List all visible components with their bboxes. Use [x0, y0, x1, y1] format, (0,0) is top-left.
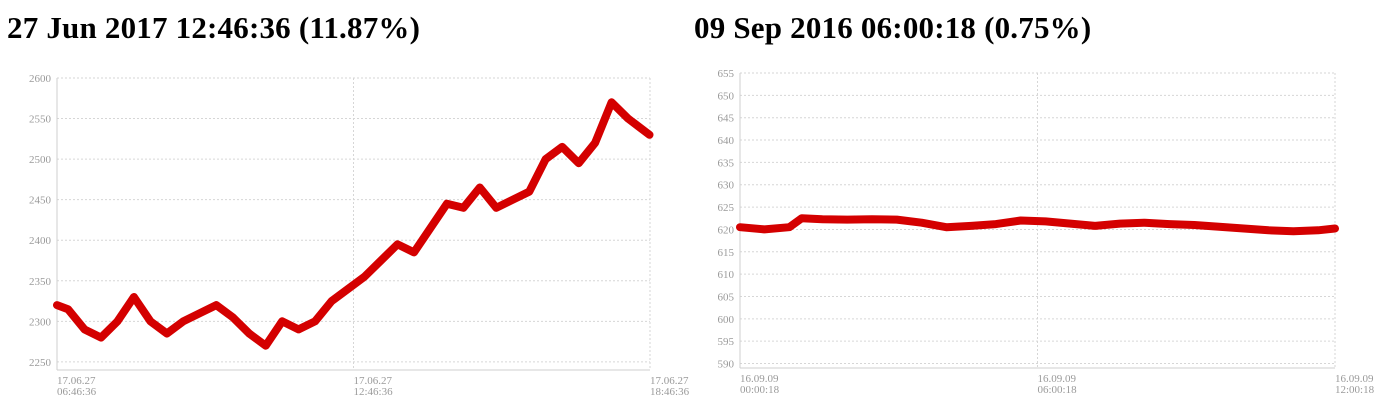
y-tick-label: 630 [718, 180, 735, 192]
y-tick-label: 635 [718, 157, 735, 169]
chart-title: 27 Jun 2017 12:46:36 (11.87%) [7, 10, 421, 45]
y-tick-label: 2500 [29, 154, 52, 166]
series-line [736, 214, 1339, 236]
y-tick-label: 590 [718, 359, 735, 371]
x-tick-time: 18:46:36 [650, 386, 690, 398]
y-tick-label: 2450 [29, 195, 52, 207]
y-tick-label: 620 [718, 224, 735, 236]
grid [56, 77, 651, 370]
line-chart-left: 2250 2300 2350 2400 2450 2500 2550 2600 17.06.27… [29, 73, 690, 398]
y-tick-label: 2400 [29, 235, 52, 247]
y-tick-label: 655 [718, 68, 735, 80]
y-tick-label: 610 [718, 269, 735, 281]
x-tick-date: 16.09.09 [1038, 373, 1077, 385]
x-tick-date: 16.09.09 [1335, 373, 1374, 385]
y-tick-label: 600 [718, 314, 735, 326]
x-tick-date: 16.09.09 [740, 373, 779, 385]
series-line [53, 98, 654, 350]
y-tick-label: 595 [718, 336, 735, 348]
x-tick-date: 17.06.27 [650, 375, 689, 387]
chart-title: 09 Sep 2016 06:00:18 (0.75%) [694, 10, 1092, 45]
chart-panel-left: 27 Jun 2017 12:46:36 (11.87%) 2250 2300 23… [7, 10, 690, 398]
x-tick-time: 00:00:18 [740, 384, 780, 396]
x-tick-date: 17.06.27 [354, 375, 393, 387]
y-tick-label: 2600 [29, 73, 52, 85]
x-tick-time: 12:46:36 [354, 386, 394, 398]
y-tick-label: 640 [718, 135, 735, 147]
y-tick-label: 2550 [29, 114, 52, 126]
y-tick-label: 625 [718, 202, 735, 214]
y-tick-label: 615 [718, 247, 735, 259]
y-tick-label: 2350 [29, 276, 52, 288]
y-tick-label: 2250 [29, 357, 52, 369]
x-tick-time: 12:00:18 [1335, 384, 1375, 396]
chart-panel-right: 09 Sep 2016 06:00:18 (0.75%) 590 595 600 60… [690, 0, 1400, 419]
x-tick-date: 17.06.27 [57, 375, 96, 387]
y-tick-label: 650 [718, 90, 735, 102]
y-tick-label: 2300 [29, 316, 52, 328]
line-chart-right: 590 595 600 605 610 615 620 625 630 635 640 645 650 6… [718, 68, 1375, 396]
x-tick-time: 06:46:36 [57, 386, 97, 398]
x-tick-time: 06:00:18 [1038, 384, 1078, 396]
y-tick-label: 645 [718, 113, 735, 125]
y-tick-label: 605 [718, 291, 735, 303]
grid [739, 72, 1336, 368]
